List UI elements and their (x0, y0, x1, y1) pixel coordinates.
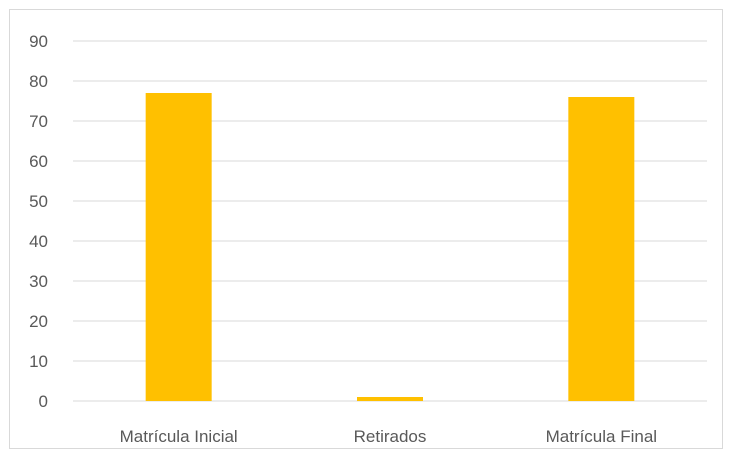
x-tick-label: Retirados (354, 427, 427, 446)
y-axis-ticks: 0 10 20 30 40 50 60 70 80 90 (29, 32, 48, 411)
y-tick-label: 30 (29, 272, 48, 291)
y-tick-label: 50 (29, 192, 48, 211)
y-tick-label: 0 (39, 392, 48, 411)
bar-2 (568, 97, 635, 401)
x-tick-label: Matrícula Inicial (120, 427, 238, 446)
y-tick-label: 90 (29, 32, 48, 51)
y-tick-label: 10 (29, 352, 48, 371)
y-tick-label: 40 (29, 232, 48, 251)
y-tick-label: 60 (29, 152, 48, 171)
bars (145, 93, 635, 401)
bar-0 (145, 93, 212, 401)
y-tick-label: 20 (29, 312, 48, 331)
y-tick-label: 70 (29, 112, 48, 131)
x-axis-ticks: Matrícula Inicial Retirados Matrícula Fina… (120, 427, 657, 446)
x-tick-label: Matrícula Final (546, 427, 657, 446)
y-tick-label: 80 (29, 72, 48, 91)
bar-1 (357, 397, 423, 401)
